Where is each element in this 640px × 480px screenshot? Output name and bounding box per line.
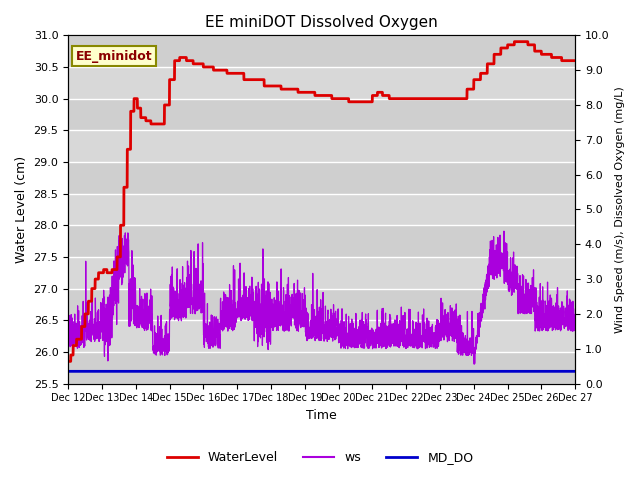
MD_DO: [152, 369, 160, 374]
Y-axis label: Water Level (cm): Water Level (cm): [15, 156, 28, 263]
ws: [500, 228, 508, 234]
MD_DO: [561, 369, 569, 374]
Bar: [68, 162, 575, 193]
ws: [507, 267, 515, 273]
X-axis label: Time: Time: [307, 409, 337, 422]
ws: [572, 312, 579, 318]
Line: ws: ws: [68, 231, 575, 364]
Y-axis label: Wind Speed (m/s), Dissolved Oxygen (mg/L): Wind Speed (m/s), Dissolved Oxygen (mg/L…: [615, 86, 625, 333]
WaterLevel: [511, 39, 518, 45]
ws: [152, 347, 160, 352]
WaterLevel: [122, 184, 130, 190]
Bar: [68, 225, 575, 257]
MD_DO: [281, 369, 289, 374]
MD_DO: [572, 369, 579, 374]
ws: [281, 326, 289, 332]
WaterLevel: [561, 58, 569, 63]
WaterLevel: [281, 86, 289, 92]
Text: EE_minidot: EE_minidot: [76, 50, 152, 63]
WaterLevel: [64, 359, 72, 364]
Line: WaterLevel: WaterLevel: [68, 42, 575, 361]
Bar: [68, 352, 575, 384]
Title: EE miniDOT Dissolved Oxygen: EE miniDOT Dissolved Oxygen: [205, 15, 438, 30]
MD_DO: [122, 369, 130, 374]
ws: [122, 241, 130, 247]
WaterLevel: [572, 58, 579, 63]
MD_DO: [64, 369, 72, 374]
Bar: [68, 99, 575, 130]
MD_DO: [507, 369, 515, 374]
ws: [259, 332, 266, 337]
Legend: WaterLevel, ws, MD_DO: WaterLevel, ws, MD_DO: [161, 446, 479, 469]
Bar: [68, 36, 575, 67]
ws: [64, 343, 72, 349]
MD_DO: [259, 369, 266, 374]
Bar: [68, 288, 575, 320]
WaterLevel: [259, 77, 266, 83]
ws: [470, 361, 478, 367]
ws: [562, 305, 570, 311]
WaterLevel: [152, 121, 160, 127]
WaterLevel: [507, 42, 515, 48]
